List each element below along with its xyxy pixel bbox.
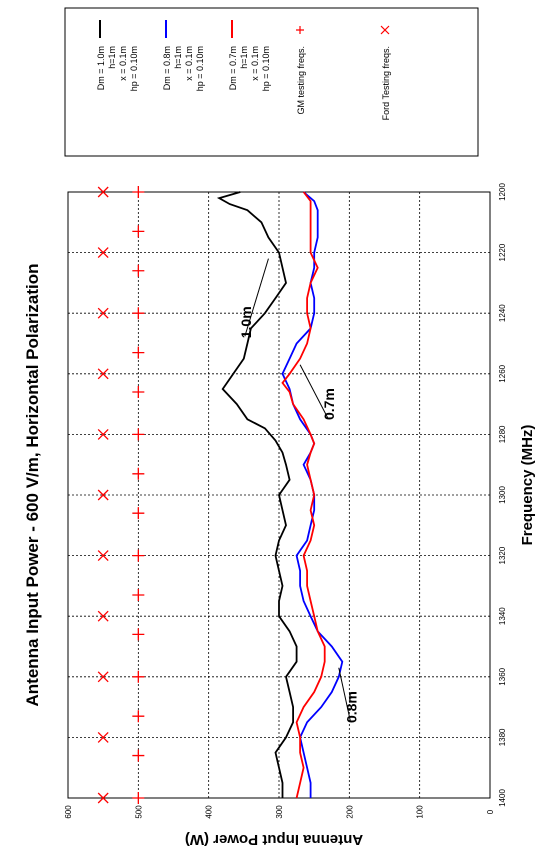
legend-box	[64, 7, 479, 157]
x-tick-label: 1260	[498, 364, 507, 382]
annotation-leader	[244, 258, 269, 337]
chart-markers	[97, 186, 145, 804]
y-tick-label: 0	[486, 809, 495, 814]
x-axis-label: Frequency (MHz)	[519, 425, 536, 546]
gm-test-marker	[132, 428, 145, 441]
annotation-leader	[299, 364, 329, 419]
ford-test-marker	[97, 489, 109, 501]
legend-label: hp = 0.10m	[261, 46, 271, 91]
legend-label: Ford Testing freqs.	[381, 46, 391, 120]
gm-test-marker	[132, 186, 145, 198]
legend-swatch	[296, 26, 304, 34]
ford-test-marker	[97, 610, 109, 622]
gm-test-marker	[132, 225, 145, 238]
chart-series	[216, 191, 344, 799]
ford-test-marker	[97, 550, 109, 562]
ford-test-marker	[97, 671, 109, 683]
legend-label: GM testing freqs.	[296, 46, 306, 115]
legend-label: Dm = 1.0m	[96, 46, 106, 90]
gm-test-marker	[132, 385, 145, 398]
gm-test-marker	[132, 749, 145, 762]
x-tick-label: 1220	[498, 243, 507, 261]
ford-test-marker	[97, 307, 109, 319]
legend-label: x = 0.1m	[118, 46, 128, 81]
legend: Dm = 1.0m h=1m x = 0.1m hp = 0.10m Dm = 0.8m…	[64, 7, 479, 157]
annotation-label: 0.7m	[321, 388, 337, 420]
x-tick-label: 1240	[498, 304, 507, 322]
x-tick-label: 1400	[498, 789, 507, 807]
legend-label: Dm = 0.8m	[162, 46, 172, 90]
y-tick-label: 100	[416, 805, 425, 819]
legend-label: h=1m	[173, 46, 183, 69]
ford-test-marker	[97, 428, 109, 440]
y-tick-label: 200	[345, 805, 354, 819]
legend-label: h=1m	[239, 46, 249, 69]
x-tick-label: 1280	[498, 425, 507, 443]
legend-label: x = 0.1m	[250, 46, 260, 81]
chart-ticks: 1200 1220 1240 1260 1280 1300 1320 1340 1360 1380…	[64, 183, 507, 819]
ford-test-marker	[97, 186, 109, 198]
chart-title: Antenna Input Power - 600 V/m, Horizonta…	[23, 264, 42, 707]
gm-test-marker	[132, 307, 145, 320]
legend-label: hp = 0.10m	[129, 46, 139, 91]
ford-test-marker	[97, 792, 109, 804]
annotation-label: 1.0m	[238, 306, 254, 338]
ford-test-marker	[97, 731, 109, 743]
y-tick-label: 500	[134, 805, 143, 819]
x-tick-label: 1360	[498, 667, 507, 685]
gm-test-marker	[132, 710, 145, 723]
gm-test-marker	[132, 588, 145, 601]
gm-test-marker	[132, 264, 145, 277]
chart-annotations: 1.0m 0.7m 0.8m	[238, 258, 359, 723]
x-tick-label: 1320	[498, 546, 507, 564]
y-tick-label: 300	[275, 805, 284, 819]
gm-test-marker	[132, 670, 145, 683]
legend-label: hp = 0.10m	[195, 46, 205, 91]
x-tick-label: 1200	[498, 183, 507, 201]
legend-label: Dm = 0.7m	[228, 46, 238, 90]
x-tick-label: 1380	[498, 728, 507, 746]
annotation-label: 0.8m	[343, 691, 359, 723]
legend-swatch	[380, 25, 390, 35]
y-axis-label: Antenna Input Power (W)	[185, 831, 363, 848]
gm-test-marker	[132, 346, 145, 359]
gm-test-marker	[132, 628, 145, 641]
gm-test-marker	[132, 792, 145, 804]
gm-test-marker	[132, 549, 145, 562]
y-tick-label: 400	[205, 805, 214, 819]
series-line-0	[216, 191, 298, 798]
x-tick-label: 1300	[498, 486, 507, 504]
gm-test-marker	[132, 467, 145, 480]
y-tick-label: 600	[64, 805, 73, 819]
ford-test-marker	[97, 247, 109, 259]
legend-label: h=1m	[107, 46, 117, 69]
gm-test-marker	[132, 507, 145, 520]
ford-test-marker	[97, 368, 109, 380]
x-tick-label: 1340	[498, 607, 507, 625]
legend-label: x = 0.1m	[184, 46, 194, 81]
annotation-leader	[338, 667, 351, 722]
series-line-2	[281, 191, 326, 799]
